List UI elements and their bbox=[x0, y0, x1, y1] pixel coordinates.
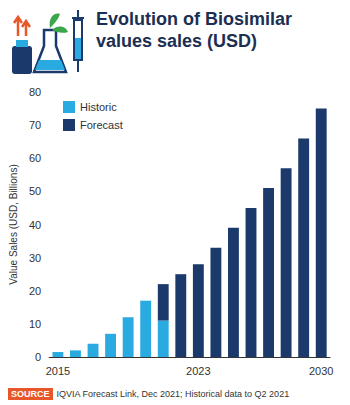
html-text:IQVIA Forecast Link, Dec 2021;: IQVIA Forecast Link, Dec 2021; Historica… bbox=[56, 389, 290, 399]
svg-text:2015: 2015 bbox=[46, 365, 70, 377]
svg-text:50: 50 bbox=[29, 185, 41, 197]
svg-text:70: 70 bbox=[29, 119, 41, 131]
svg-text:10: 10 bbox=[29, 318, 41, 330]
svg-text:60: 60 bbox=[29, 152, 41, 164]
svg-text:Value Sales (USD, Billions): Value Sales (USD, Billions) bbox=[8, 164, 19, 284]
svg-text:80: 80 bbox=[29, 86, 41, 98]
svg-text:Forecast: Forecast bbox=[80, 119, 123, 131]
svg-text:2030: 2030 bbox=[309, 365, 333, 377]
svg-text:40: 40 bbox=[29, 219, 41, 231]
html-text:SOURCE: SOURCE bbox=[11, 389, 50, 399]
html-text:Evolution of Biosimilar values: Evolution of Biosimilar values sales (US… bbox=[96, 9, 292, 51]
svg-text:Historic: Historic bbox=[80, 101, 117, 113]
svg-text:0: 0 bbox=[35, 351, 41, 363]
svg-text:30: 30 bbox=[29, 252, 41, 264]
svg-text:20: 20 bbox=[29, 285, 41, 297]
svg-text:2023: 2023 bbox=[186, 365, 210, 377]
